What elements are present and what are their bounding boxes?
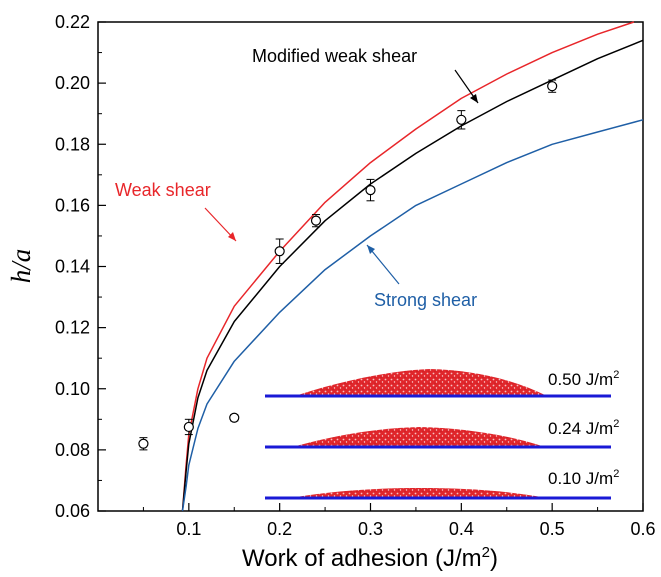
annotation-strong-shear: Strong shear xyxy=(374,290,477,310)
droplet-010 xyxy=(296,488,542,497)
droplet-050 xyxy=(298,369,545,395)
inset-label-024: 0.24 J/m2 xyxy=(548,418,619,438)
x-tick-label: 0.2 xyxy=(267,519,292,539)
y-tick-label: 0.14 xyxy=(55,257,90,277)
droplet-inset: 0.50 J/m2 0.24 J/m2 0.10 J/m2 xyxy=(265,369,619,500)
droplet-024 xyxy=(296,427,542,446)
y-tick-label: 0.20 xyxy=(55,73,90,93)
measured-points xyxy=(138,79,558,451)
inset-label-010: 0.10 J/m2 xyxy=(548,468,619,488)
annotation-weak-shear: Weak shear xyxy=(115,180,211,200)
x-tick-label: 0.4 xyxy=(449,519,474,539)
y-tick-label: 0.06 xyxy=(55,501,90,521)
data-point xyxy=(183,421,194,433)
annotations: Modified weak shear Weak shear Strong sh… xyxy=(115,46,479,310)
data-point xyxy=(547,81,558,92)
x-tick-label: 0.3 xyxy=(358,519,383,539)
x-tick-label: 0.6 xyxy=(630,519,655,539)
arrowhead-weak-shear xyxy=(228,232,236,241)
y-tick-label: 0.10 xyxy=(55,379,90,399)
data-point xyxy=(138,438,149,449)
strong-shear-curve xyxy=(181,119,644,512)
data-point xyxy=(365,184,376,196)
x-axis-title: Work of adhesion (J/m2) xyxy=(242,544,498,572)
y-axis-title: h/a xyxy=(6,249,36,284)
x-tick-label: 0.5 xyxy=(540,519,565,539)
y-tick-label: 0.12 xyxy=(55,318,90,338)
y-tick-label: 0.08 xyxy=(55,440,90,460)
arrowhead-strong-shear xyxy=(367,245,375,254)
x-tick-label: 0.1 xyxy=(176,519,201,539)
y-tick-label: 0.18 xyxy=(55,134,90,154)
axis-tick-labels: 0.1 0.2 0.3 0.4 0.5 0.6 0.06 0.08 0.10 0.12 0.14 0.… xyxy=(55,12,656,539)
data-point xyxy=(310,215,322,226)
annotation-modified-weak-shear: Modified weak shear xyxy=(252,46,417,66)
y-tick-label: 0.16 xyxy=(55,195,90,215)
inset-label-050: 0.50 J/m2 xyxy=(548,369,619,389)
arrowhead-modified-weak-shear xyxy=(470,94,478,103)
data-point xyxy=(456,114,467,125)
data-point xyxy=(229,412,240,423)
y-tick-label: 0.22 xyxy=(55,12,90,32)
data-point xyxy=(274,246,285,257)
axis-ticks xyxy=(98,21,644,512)
